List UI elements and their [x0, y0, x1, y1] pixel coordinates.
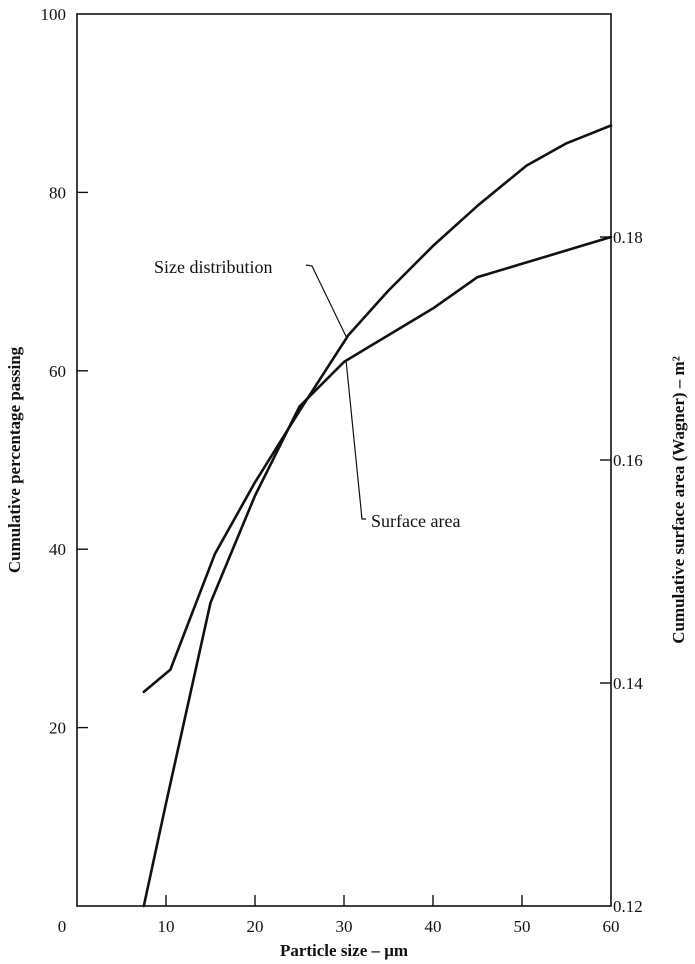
x-axis-title: Particle size – μm: [280, 941, 408, 960]
y-tick-label: 80: [49, 183, 66, 202]
size-distribution-label: Size distribution: [154, 257, 273, 277]
x-tick-label: 50: [514, 917, 531, 936]
x-tick-label: 10: [158, 917, 175, 936]
y-tick-label: 60: [49, 362, 66, 381]
annotations-layer: Size distribution Surface area: [154, 257, 460, 531]
y2-tick-label: 0.12: [613, 897, 643, 916]
x-tick-label: 40: [425, 917, 442, 936]
y-tick-label: 100: [41, 5, 67, 24]
y-tick-label: 20: [49, 719, 66, 738]
x-tick-label: 20: [247, 917, 264, 936]
y2-tick-label: 0.18: [613, 228, 643, 247]
x-tick-label: 30: [336, 917, 353, 936]
surface-area-line: [142, 235, 613, 908]
size-distribution-leader: [305, 264, 347, 338]
plot-frame: [76, 13, 612, 907]
surface-area-leader: [345, 359, 366, 520]
x-tick-label: 0: [58, 917, 67, 936]
x-tick-label: 60: [603, 917, 620, 936]
y2-tick-label: 0.16: [613, 451, 643, 470]
y2-tick-label: 0.14: [613, 674, 643, 693]
size-distribution-line: [142, 124, 613, 694]
ticks-layer: 0 10 20 30 40 50 60 20 40 60 80 100 0.12 0.14 0.16 0.18: [41, 5, 644, 936]
surface-area-label: Surface area: [371, 511, 460, 531]
y2-axis-title: Cumulative surface area (Wagner) – m²: [669, 356, 688, 644]
y-tick-label: 40: [49, 540, 66, 559]
lines-layer: [142, 124, 613, 908]
y-axis-title: Cumulative percentage passing: [5, 346, 24, 573]
